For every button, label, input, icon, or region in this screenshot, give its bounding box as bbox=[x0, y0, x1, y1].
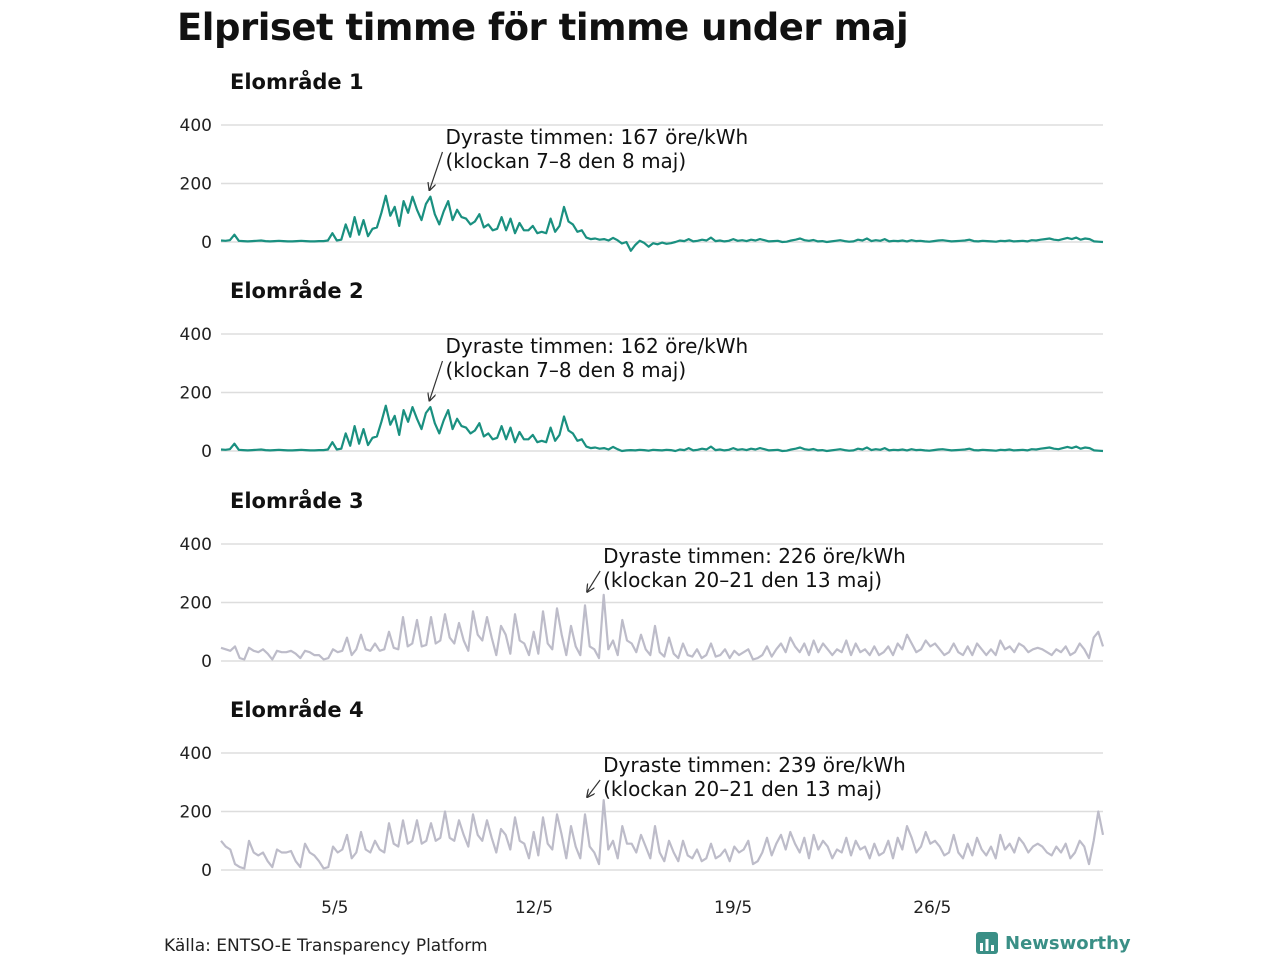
annotation-line-2: (klockan 7–8 den 8 maj) bbox=[445, 358, 686, 382]
panel-2: Elområde 2 0 200 400 Dyraste timmen: 162 öre… bbox=[180, 278, 1104, 462]
y-tick-label: 400 bbox=[180, 325, 212, 345]
panel-title: Elområde 3 bbox=[230, 488, 364, 513]
x-axis: 5/5 12/5 19/5 26/5 bbox=[321, 898, 951, 918]
y-tick-label: 200 bbox=[180, 594, 212, 614]
y-tick-label: 400 bbox=[180, 744, 212, 764]
page-title: Elpriset timme för timme under maj bbox=[177, 6, 909, 49]
annotation-line-1: Dyraste timmen: 167 öre/kWh bbox=[445, 125, 748, 149]
series-line bbox=[220, 194, 1104, 252]
x-tick-label: 19/5 bbox=[714, 898, 752, 918]
newsworthy-logo-icon bbox=[976, 932, 998, 954]
series-line bbox=[220, 593, 1105, 661]
panel-title: Elområde 2 bbox=[230, 278, 364, 303]
annotation-arrow bbox=[429, 151, 444, 190]
x-tick-label: 12/5 bbox=[515, 898, 553, 918]
annotation-arrow bbox=[587, 779, 601, 797]
annotation-line-2: (klockan 20–21 den 13 maj) bbox=[603, 777, 882, 801]
annotation-line-2: (klockan 7–8 den 8 maj) bbox=[445, 149, 686, 173]
x-tick-label: 5/5 bbox=[321, 898, 348, 918]
y-tick-label: 0 bbox=[201, 861, 212, 881]
annotation-line-1: Dyraste timmen: 239 öre/kWh bbox=[603, 753, 906, 777]
panel-4: Elområde 4 0 200 400 Dyraste timmen: 239 öre… bbox=[180, 697, 1105, 881]
brand-name: Newsworthy bbox=[1005, 932, 1131, 954]
series-line bbox=[220, 798, 1105, 870]
y-tick-label: 200 bbox=[180, 175, 212, 195]
y-tick-label: 0 bbox=[201, 652, 212, 672]
panel-title: Elområde 4 bbox=[230, 697, 364, 722]
x-tick-label: 26/5 bbox=[913, 898, 951, 918]
series-line bbox=[220, 404, 1104, 453]
panel-3: Elområde 3 0 200 400 Dyraste timmen: 226 öre… bbox=[180, 488, 1105, 672]
annotation-line-2: (klockan 20–21 den 13 maj) bbox=[603, 568, 882, 592]
panel-title: Elområde 1 bbox=[230, 69, 364, 94]
brand-logo[interactable]: Newsworthy bbox=[975, 931, 1131, 955]
y-tick-label: 400 bbox=[180, 535, 212, 555]
annotation-line-1: Dyraste timmen: 162 öre/kWh bbox=[445, 334, 748, 358]
y-tick-label: 200 bbox=[180, 384, 212, 404]
y-tick-label: 200 bbox=[180, 803, 212, 823]
y-tick-label: 0 bbox=[201, 442, 212, 462]
annotation-arrow bbox=[587, 570, 601, 592]
source-note: Källa: ENTSO-E Transparency Platform bbox=[164, 936, 488, 956]
y-tick-label: 0 bbox=[201, 233, 212, 253]
annotation-arrow bbox=[429, 360, 444, 401]
panel-1: Elområde 1 0 200 400 Dyraste timmen: 167 öre… bbox=[180, 69, 1104, 253]
y-tick-label: 400 bbox=[180, 116, 212, 136]
annotation-line-1: Dyraste timmen: 226 öre/kWh bbox=[603, 544, 906, 568]
